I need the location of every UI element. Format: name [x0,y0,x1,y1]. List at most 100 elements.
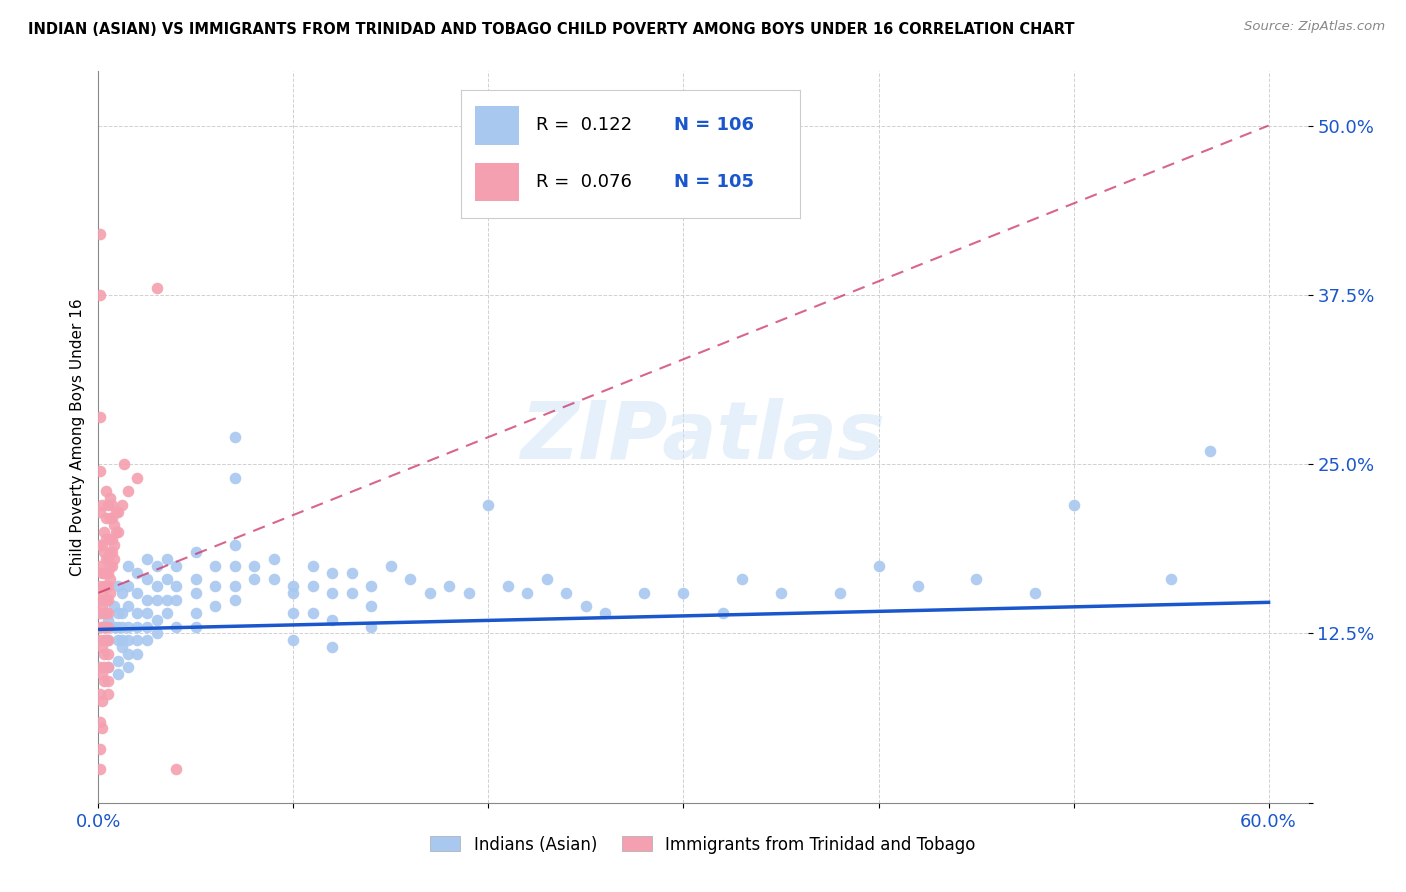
Point [89,558,111,573]
Point [93,524,115,539]
Point [97,647,120,661]
Point [156,572,179,586]
Point [302,579,325,593]
Point [117,484,139,499]
Point [117,558,139,573]
Point [93,566,115,580]
Point [107,606,129,620]
Point [117,620,139,634]
Point [536,572,558,586]
Point [136,572,159,586]
Point [91,566,114,580]
Point [111,586,134,600]
Point [103,552,125,566]
Point [93,579,115,593]
Point [89,620,111,634]
Point [89,714,111,729]
Point [111,606,134,620]
Point [302,558,325,573]
Point [103,518,125,533]
Point [107,633,129,648]
Point [89,606,111,620]
Point [146,626,169,640]
Point [711,606,734,620]
Point [98,586,121,600]
Point [96,579,118,593]
Point [93,633,115,648]
Point [146,281,169,295]
Point [97,592,120,607]
Point [91,620,114,634]
Point [103,599,125,614]
Point [117,579,139,593]
Legend: Indians (Asian), Immigrants from Trinidad and Tobago: Indians (Asian), Immigrants from Trinida… [423,829,983,860]
Point [89,688,111,702]
Point [595,606,617,620]
Point [101,545,124,559]
Point [283,633,305,648]
Point [321,640,343,654]
Point [204,579,226,593]
Point [868,558,890,573]
Point [136,606,159,620]
Point [93,606,115,620]
Point [91,599,114,614]
Point [458,586,481,600]
Point [101,511,124,525]
Point [91,640,114,654]
Point [136,633,159,648]
Point [165,620,187,634]
Point [112,457,135,471]
Point [263,552,285,566]
Text: ZIPatlas: ZIPatlas [520,398,886,476]
Point [283,579,305,593]
Point [184,620,207,634]
Point [136,620,159,634]
Point [555,586,578,600]
Point [97,579,120,593]
Point [117,647,139,661]
Point [117,633,139,648]
Point [98,572,121,586]
Point [127,586,149,600]
Point [107,654,129,668]
Point [477,498,499,512]
Point [828,586,851,600]
Point [98,532,121,546]
Point [575,599,598,614]
Point [96,606,118,620]
Point [107,505,129,519]
Point [224,579,246,593]
Point [399,572,422,586]
Point [184,572,207,586]
Point [156,552,179,566]
Point [98,558,121,573]
Point [89,606,111,620]
Point [907,579,929,593]
Point [89,505,111,519]
Point [127,471,149,485]
Point [360,599,382,614]
Point [165,592,187,607]
Point [111,640,134,654]
Point [165,558,187,573]
Point [91,721,114,735]
Point [97,633,120,648]
Point [97,606,120,620]
Point [516,586,538,600]
Point [104,524,127,539]
Point [103,620,125,634]
Point [360,620,382,634]
Point [96,620,118,634]
Point [96,511,118,525]
Point [107,524,129,539]
Point [89,660,111,674]
Point [89,592,111,607]
Point [1063,498,1085,512]
Point [101,498,124,512]
Point [1160,572,1182,586]
Y-axis label: Child Poverty Among Boys Under 16: Child Poverty Among Boys Under 16 [69,298,84,576]
Point [91,586,114,600]
Point [340,566,363,580]
Point [97,688,120,702]
